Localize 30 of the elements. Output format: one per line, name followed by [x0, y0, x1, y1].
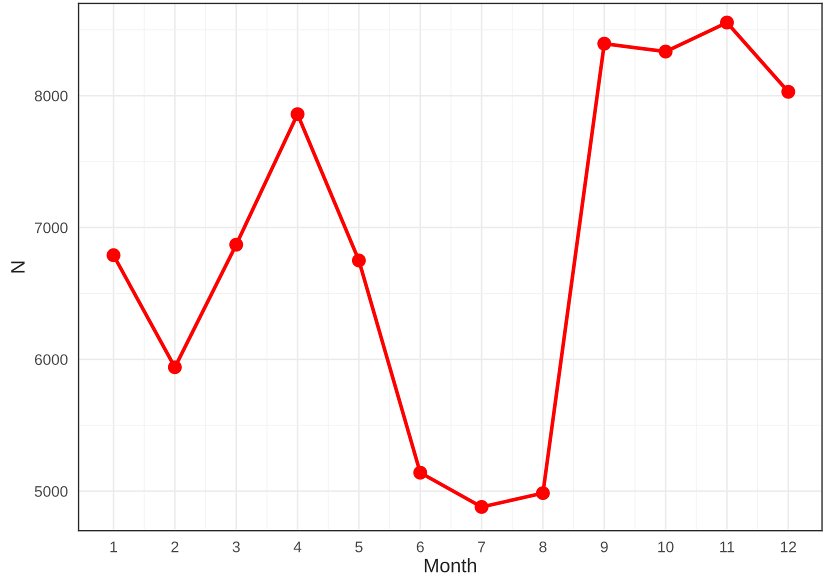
- point: [720, 16, 734, 30]
- x-tick-label: 9: [600, 542, 608, 552]
- x-tick-label: 6: [416, 542, 424, 552]
- y-tick-label: 6000: [34, 354, 68, 366]
- y-tick-label: 8000: [34, 90, 68, 102]
- x-tick-label: 1: [110, 542, 118, 552]
- x-axis-title: Month: [424, 558, 476, 572]
- point: [413, 466, 428, 480]
- point: [781, 84, 796, 99]
- y-tick-label: 7000: [34, 222, 68, 234]
- point: [597, 36, 612, 51]
- point: [474, 500, 489, 514]
- x-tick-label: 10: [658, 542, 674, 552]
- x-tick-label: 8: [539, 542, 547, 552]
- point: [536, 486, 550, 500]
- x-tick-label: 4: [294, 542, 302, 552]
- y-tick-label: 5000: [34, 486, 68, 497]
- x-tick-label: 5: [355, 542, 363, 552]
- x-tick-label: 7: [478, 542, 486, 552]
- point: [658, 44, 673, 59]
- x-tick-label: 12: [780, 542, 796, 552]
- x-tick-label: 11: [720, 542, 734, 552]
- point: [168, 360, 182, 374]
- point: [290, 107, 305, 122]
- x-tick-label: 3: [232, 542, 240, 552]
- point: [229, 238, 244, 252]
- point: [106, 248, 120, 262]
- x-tick-label: 2: [171, 542, 178, 552]
- point: [352, 254, 366, 268]
- y-axis-title: N: [11, 262, 25, 273]
